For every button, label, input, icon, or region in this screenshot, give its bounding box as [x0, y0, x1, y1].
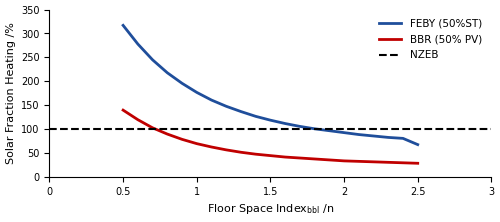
BBR (50% PV) — [268, 154, 274, 157]
BBR (50% PV) — [400, 161, 406, 164]
BBR (50% PV) — [282, 156, 288, 158]
Line: BBR (50% PV): BBR (50% PV) — [123, 110, 418, 163]
FEBY (50%ST) — [268, 119, 274, 121]
BBR (50% PV) — [150, 127, 156, 129]
NZEB — [46, 128, 52, 131]
BBR (50% PV) — [194, 142, 200, 145]
BBR (50% PV) — [326, 159, 332, 161]
FEBY (50%ST) — [135, 43, 141, 45]
BBR (50% PV) — [370, 161, 376, 163]
BBR (50% PV) — [223, 149, 229, 151]
FEBY (50%ST) — [208, 99, 214, 101]
BBR (50% PV) — [208, 146, 214, 148]
BBR (50% PV) — [252, 153, 258, 156]
FEBY (50%ST) — [120, 24, 126, 27]
Y-axis label: Solar Fraction Heating /%: Solar Fraction Heating /% — [6, 22, 16, 164]
FEBY (50%ST) — [370, 135, 376, 137]
FEBY (50%ST) — [252, 115, 258, 118]
FEBY (50%ST) — [150, 59, 156, 61]
BBR (50% PV) — [179, 138, 185, 141]
FEBY (50%ST) — [326, 129, 332, 132]
FEBY (50%ST) — [194, 91, 200, 94]
FEBY (50%ST) — [400, 137, 406, 140]
FEBY (50%ST) — [414, 143, 420, 146]
FEBY (50%ST) — [386, 136, 392, 139]
X-axis label: Floor Space Index$_{\mathregular{bbl}}$ /n: Floor Space Index$_{\mathregular{bbl}}$ … — [207, 202, 334, 216]
BBR (50% PV) — [312, 158, 318, 160]
FEBY (50%ST) — [341, 131, 347, 134]
BBR (50% PV) — [356, 160, 362, 163]
BBR (50% PV) — [414, 162, 420, 165]
BBR (50% PV) — [297, 157, 303, 159]
FEBY (50%ST) — [297, 125, 303, 128]
FEBY (50%ST) — [223, 105, 229, 108]
FEBY (50%ST) — [282, 122, 288, 125]
BBR (50% PV) — [341, 160, 347, 162]
FEBY (50%ST) — [164, 71, 170, 74]
FEBY (50%ST) — [179, 82, 185, 85]
FEBY (50%ST) — [356, 133, 362, 136]
BBR (50% PV) — [386, 161, 392, 164]
FEBY (50%ST) — [238, 110, 244, 113]
NZEB — [194, 128, 200, 131]
BBR (50% PV) — [120, 109, 126, 111]
BBR (50% PV) — [238, 151, 244, 154]
Legend: FEBY (50%ST), BBR (50% PV), NZEB: FEBY (50%ST), BBR (50% PV), NZEB — [374, 15, 486, 65]
FEBY (50%ST) — [312, 127, 318, 130]
Line: FEBY (50%ST): FEBY (50%ST) — [123, 25, 418, 145]
BBR (50% PV) — [135, 118, 141, 121]
BBR (50% PV) — [164, 133, 170, 135]
